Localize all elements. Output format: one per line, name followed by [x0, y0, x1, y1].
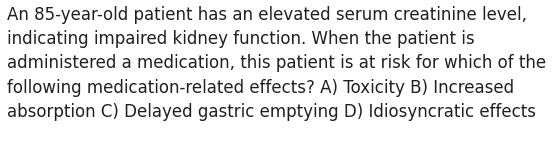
- Text: An 85-year-old patient has an elevated serum creatinine level,
indicating impair: An 85-year-old patient has an elevated s…: [7, 6, 546, 121]
